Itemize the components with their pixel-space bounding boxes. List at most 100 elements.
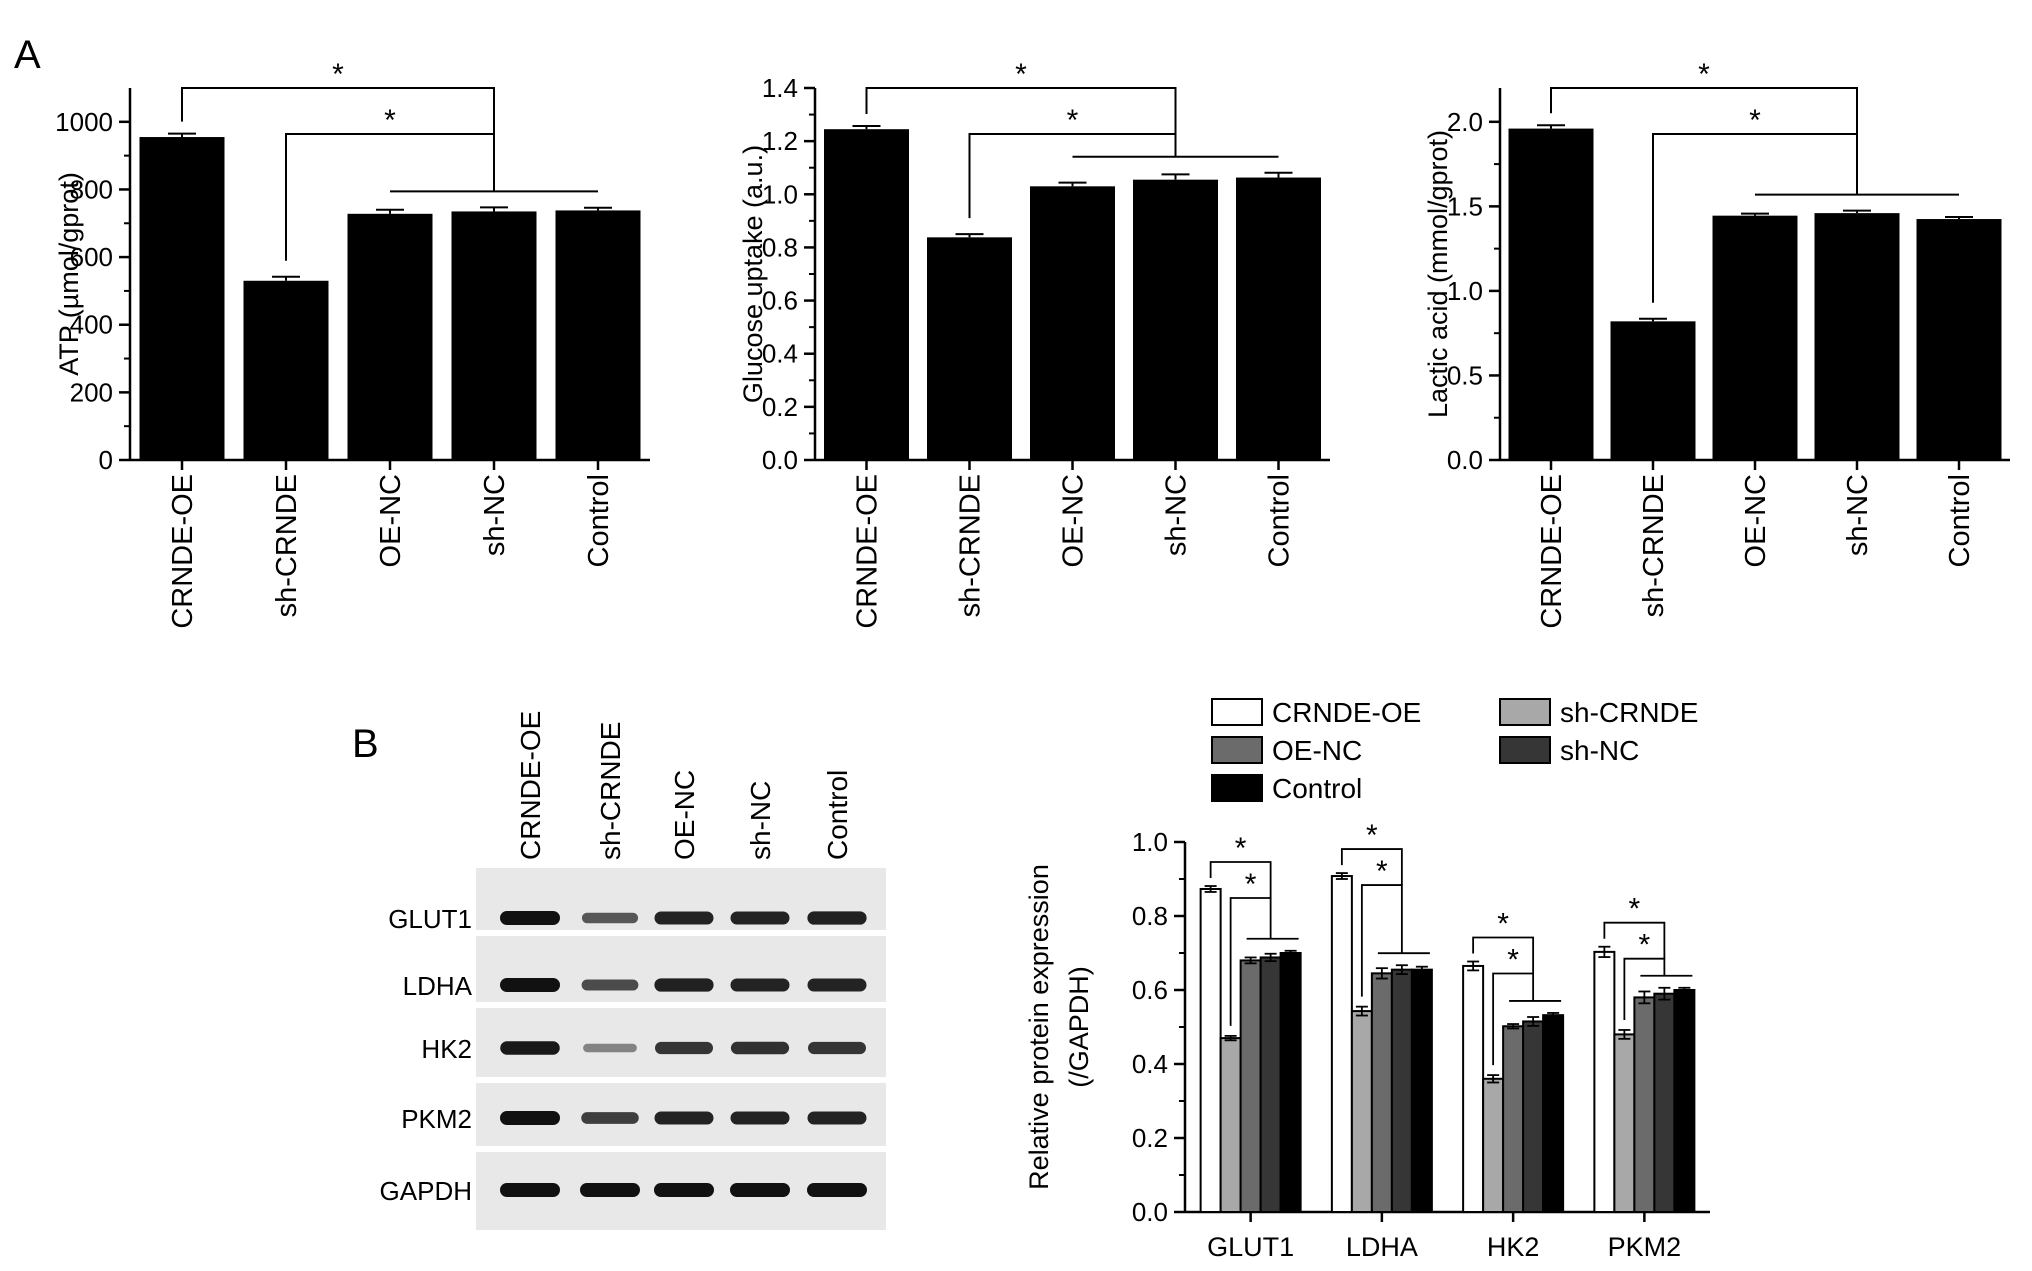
y-tick-label: 0.4 (1132, 1049, 1168, 1079)
y-tick-label: 0.6 (1132, 975, 1168, 1005)
blot-protein-label: PKM2 (401, 1104, 472, 1134)
bar (1219, 1037, 1242, 1213)
significance-star: * (1015, 58, 1027, 91)
significance-star: * (384, 104, 396, 137)
legend-swatch (1211, 736, 1263, 764)
panel-letter-b: B (352, 722, 379, 766)
bar (139, 137, 225, 460)
y-tick-label: 0.2 (1132, 1123, 1168, 1153)
category-label: sh-CRNDE (1638, 474, 1670, 617)
blot-band (654, 978, 714, 992)
blot-band (807, 978, 867, 992)
bar (1410, 968, 1433, 1214)
y-tick-label: 2.0 (1447, 107, 1483, 137)
blot-band (807, 911, 867, 925)
blot-band (500, 1183, 560, 1197)
bar (1522, 1020, 1545, 1214)
category-label: CRNDE-OE (1536, 474, 1568, 629)
y-tick-label: 0.4 (762, 339, 798, 369)
y-tick-label: 1000 (55, 107, 113, 137)
blot-band (654, 1111, 714, 1125)
blot-band (654, 911, 714, 925)
significance-star: * (1366, 819, 1378, 852)
blot-band (581, 1112, 639, 1124)
y-tick-label: 0.6 (762, 286, 798, 316)
y-axis-title: Lactic acid (mmol/gprot) (1423, 130, 1453, 418)
blot-lane-labels: CRNDE-OE sh-CRNDE OE-NC sh-NC Control (515, 711, 853, 860)
bar (1814, 213, 1900, 460)
category-label: sh-NC (1842, 474, 1874, 556)
y-axis-title-line-2: (/GAPDH) (1064, 966, 1094, 1088)
significance-bracket (1209, 861, 1272, 899)
bar (1370, 972, 1393, 1213)
y-tick-label: 600 (70, 242, 113, 272)
bar (1133, 179, 1218, 460)
significance-star: * (1507, 944, 1519, 977)
y-tick-label: 0 (99, 445, 113, 475)
bar (1279, 952, 1302, 1213)
category-label: sh-NC (1161, 474, 1193, 556)
blot-band (730, 1183, 790, 1197)
y-axis-title: Glucose uptake (a.u.) (738, 145, 768, 403)
category-label: HK2 (1487, 1232, 1540, 1262)
blot-band (500, 1111, 560, 1125)
blot-band (730, 911, 790, 925)
y-tick-label: 1.4 (762, 73, 798, 103)
bar (1542, 1014, 1565, 1213)
blot-band (730, 1111, 790, 1125)
category-label: CRNDE-OE (852, 474, 884, 629)
y-tick-label: 0.8 (762, 232, 798, 262)
bar (1502, 1025, 1525, 1214)
bar (1916, 219, 2002, 460)
blot-band (730, 1041, 790, 1055)
bar (1236, 177, 1321, 460)
category-label: Control (583, 474, 615, 568)
category-label: sh-NC (479, 474, 511, 556)
glucose-uptake-chart: 0.0 0.2 0.4 0.6 0.8 1.0 1.2 1.4 Glucose uptake (… (738, 58, 1330, 629)
significance-bracket (1340, 848, 1403, 886)
blot-band (654, 1183, 714, 1197)
blot-strip-gap (476, 1002, 886, 1008)
category-label: GLUT1 (1207, 1232, 1294, 1262)
significance-star: * (1749, 104, 1761, 137)
bar (824, 129, 909, 460)
bar (1330, 875, 1353, 1213)
y-tick-label: 1.2 (762, 126, 798, 156)
bar (1610, 321, 1696, 460)
western-blot: CRNDE-OE sh-CRNDE OE-NC sh-NC Control GLUT1 L… (380, 711, 886, 1230)
y-tick-label: 0.2 (762, 392, 798, 422)
blot-protein-labels: GLUT1 LDHA HK2 PKM2 GAPDH (380, 904, 473, 1206)
blot-band (655, 1041, 713, 1055)
blot-protein-label: GAPDH (380, 1176, 472, 1206)
significance-star: * (332, 58, 344, 91)
significance-bracket (181, 87, 495, 134)
category-label: sh-CRNDE (271, 474, 303, 617)
bar (1462, 964, 1485, 1214)
bar (451, 211, 537, 460)
bar (1390, 968, 1413, 1214)
significance-bracket (1652, 133, 1858, 303)
legend-label: sh-NC (1560, 735, 1639, 766)
y-axis-title: ATP (µmol/gprot) (54, 172, 84, 376)
blot-strip-gap (476, 1077, 886, 1083)
bar (1030, 186, 1115, 461)
bar (1593, 950, 1616, 1213)
bar (1633, 996, 1656, 1214)
significance-bracket (1472, 936, 1535, 974)
y-tick-label: 1.0 (1132, 827, 1168, 857)
bar (1482, 1077, 1505, 1214)
bar (1508, 128, 1594, 460)
bar (1199, 887, 1222, 1213)
bar (1259, 956, 1282, 1213)
significance-star: * (1629, 893, 1641, 926)
category-label: OE-NC (1058, 474, 1090, 567)
category-label: OE-NC (1740, 474, 1772, 567)
category-label: Control (1264, 474, 1296, 568)
blot-band (730, 978, 790, 992)
bar (1653, 992, 1676, 1214)
blot-band (500, 1041, 560, 1055)
legend-label: OE-NC (1272, 735, 1362, 766)
legend-label: CRNDE-OE (1272, 697, 1421, 728)
blot-protein-label: GLUT1 (388, 904, 472, 934)
